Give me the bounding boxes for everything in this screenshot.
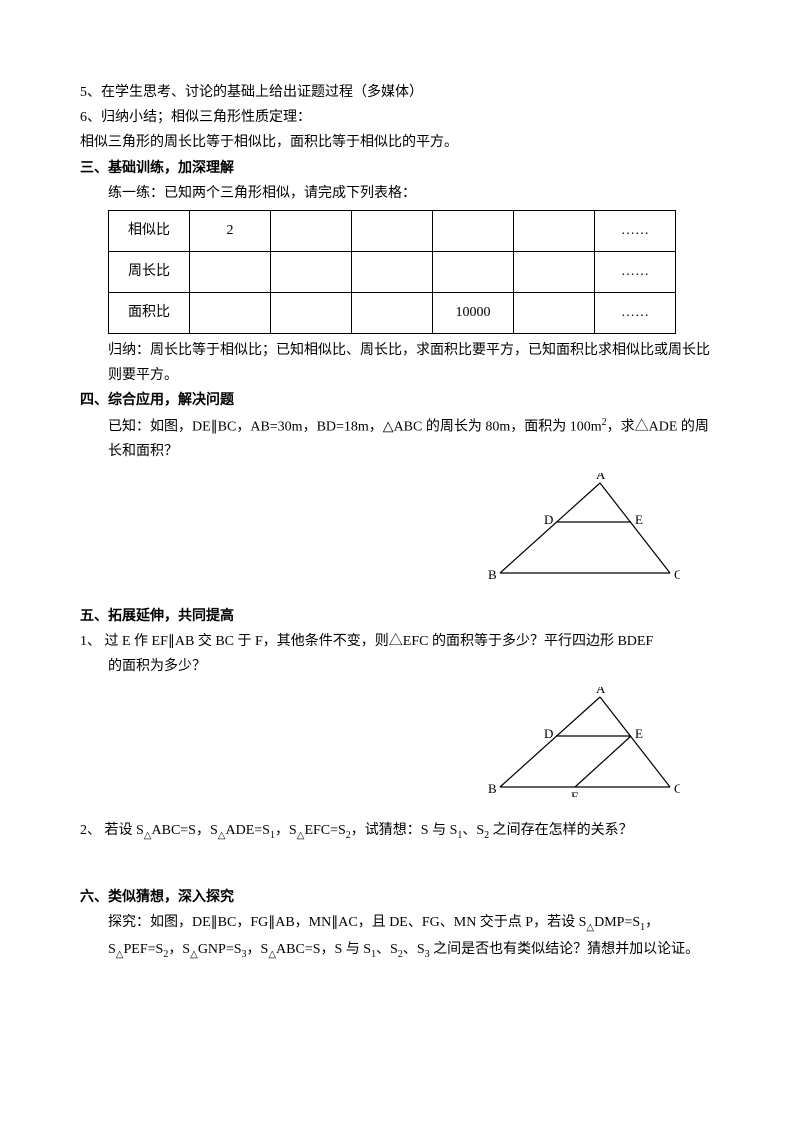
svg-text:B: B — [488, 567, 497, 582]
table-cell: …… — [595, 292, 676, 333]
text-fragment: 、S — [403, 942, 425, 957]
triangle-2-svg: A B C D E F — [480, 687, 680, 797]
section-4-body: 已知：如图，DE∥BC，AB=30m，BD=18m，△ABC 的周长为 80m，… — [80, 414, 720, 465]
similarity-table: 相似比2 …… 周长比 …… 面积比 10000 …… — [108, 210, 676, 334]
table-cell: 周长比 — [109, 251, 190, 292]
text-fragment: 之间存在怎样的关系？ — [489, 823, 633, 838]
section-5-q2: 2、 若设 S△ABC=S，S△ADE=S1，S△EFC=S2，试猜想：S 与 … — [80, 818, 720, 845]
section-3-summary: 归纳：周长比等于相似比；已知相似比、周长比，求面积比要平方，已知面积比求相似比或… — [80, 338, 720, 388]
section-6-body: 探究：如图，DE∥BC，FG∥AB，MN∥AC，且 DE、FG、MN 交于点 P… — [80, 910, 720, 964]
paragraph-6: 6、归纳小结；相似三角形性质定理： — [80, 105, 720, 130]
table-cell — [514, 292, 595, 333]
figure-triangle-2: A B C D E F — [80, 687, 720, 806]
spacer — [80, 845, 720, 885]
text-fragment: △ — [190, 949, 198, 960]
svg-text:E: E — [635, 726, 643, 741]
section-4-title: 四、综合应用，解决问题 — [80, 388, 720, 413]
table-cell — [271, 210, 352, 251]
text-fragment: △ — [144, 830, 152, 841]
svg-text:E: E — [635, 512, 643, 527]
table-cell: 10000 — [433, 292, 514, 333]
table-cell: …… — [595, 210, 676, 251]
text-fragment: ADE=S — [225, 823, 269, 838]
sec4-text-a: 已知：如图，DE∥BC，AB=30m，BD=18m，△ABC 的周长为 80m，… — [108, 419, 602, 434]
text-fragment: 之间是否也有类似结论？猜想并加以论证。 — [430, 942, 700, 957]
svg-text:D: D — [544, 512, 553, 527]
text-fragment: ，S — [247, 942, 269, 957]
text-fragment: ，S — [168, 942, 190, 957]
text-fragment: EFC=S — [304, 823, 345, 838]
text-fragment: △ — [116, 949, 124, 960]
table-cell — [271, 251, 352, 292]
figure-triangle-1: A B C D E — [80, 473, 720, 592]
svg-text:F: F — [571, 789, 578, 797]
text-fragment: 2、 若设 S — [80, 823, 144, 838]
svg-text:A: A — [596, 473, 606, 482]
text-fragment: PEF=S — [124, 942, 164, 957]
svg-text:C: C — [674, 567, 680, 582]
section-5-q1b: 的面积为多少？ — [80, 654, 720, 679]
table-cell — [352, 292, 433, 333]
table-cell — [190, 251, 271, 292]
table-cell: 相似比 — [109, 210, 190, 251]
table-cell: 面积比 — [109, 292, 190, 333]
text-fragment: 探究：如图，DE∥BC，FG∥AB，MN∥AC，且 DE、FG、MN 交于点 P… — [108, 915, 586, 930]
text-fragment: ABC=S，S 与 S — [276, 942, 371, 957]
table-cell — [352, 210, 433, 251]
text-fragment: GNP=S — [198, 942, 242, 957]
text-fragment: ，试猜想：S 与 S — [351, 823, 458, 838]
section-3-title: 三、基础训练，加深理解 — [80, 156, 720, 181]
section-5-q1a: 1、 过 E 作 EF∥AB 交 BC 于 F，其他条件不变，则△EFC 的面积… — [80, 629, 720, 654]
text-fragment: DMP=S — [594, 915, 640, 930]
table-cell — [352, 251, 433, 292]
triangle-1-svg: A B C D E — [480, 473, 680, 583]
table-cell — [433, 210, 514, 251]
text-fragment: 、S — [462, 823, 484, 838]
table-cell — [433, 251, 514, 292]
text-fragment: ，S — [275, 823, 297, 838]
section-3-intro: 练一练：已知两个三角形相似，请完成下列表格： — [80, 181, 720, 206]
section-6-title: 六、类似猜想，深入探究 — [80, 885, 720, 910]
svg-text:C: C — [674, 781, 680, 796]
text-fragment: △ — [268, 949, 276, 960]
section-5-title: 五、拓展延伸，共同提高 — [80, 604, 720, 629]
svg-text:D: D — [544, 726, 553, 741]
table-cell — [271, 292, 352, 333]
paragraph-5: 5、在学生思考、讨论的基础上给出证题过程（多媒体） — [80, 80, 720, 105]
svg-text:B: B — [488, 781, 497, 796]
svg-text:A: A — [596, 687, 606, 696]
table-cell — [514, 210, 595, 251]
table-cell — [514, 251, 595, 292]
document-page: 5、在学生思考、讨论的基础上给出证题过程（多媒体） 6、归纳小结；相似三角形性质… — [0, 0, 800, 1004]
table-cell: 2 — [190, 210, 271, 251]
text-fragment: ABC=S，S — [152, 823, 218, 838]
text-fragment: △ — [586, 922, 594, 933]
text-fragment: 、S — [376, 942, 398, 957]
paragraph-6b: 相似三角形的周长比等于相似比，面积比等于相似比的平方。 — [80, 130, 720, 155]
table-cell — [190, 292, 271, 333]
table-cell: …… — [595, 251, 676, 292]
